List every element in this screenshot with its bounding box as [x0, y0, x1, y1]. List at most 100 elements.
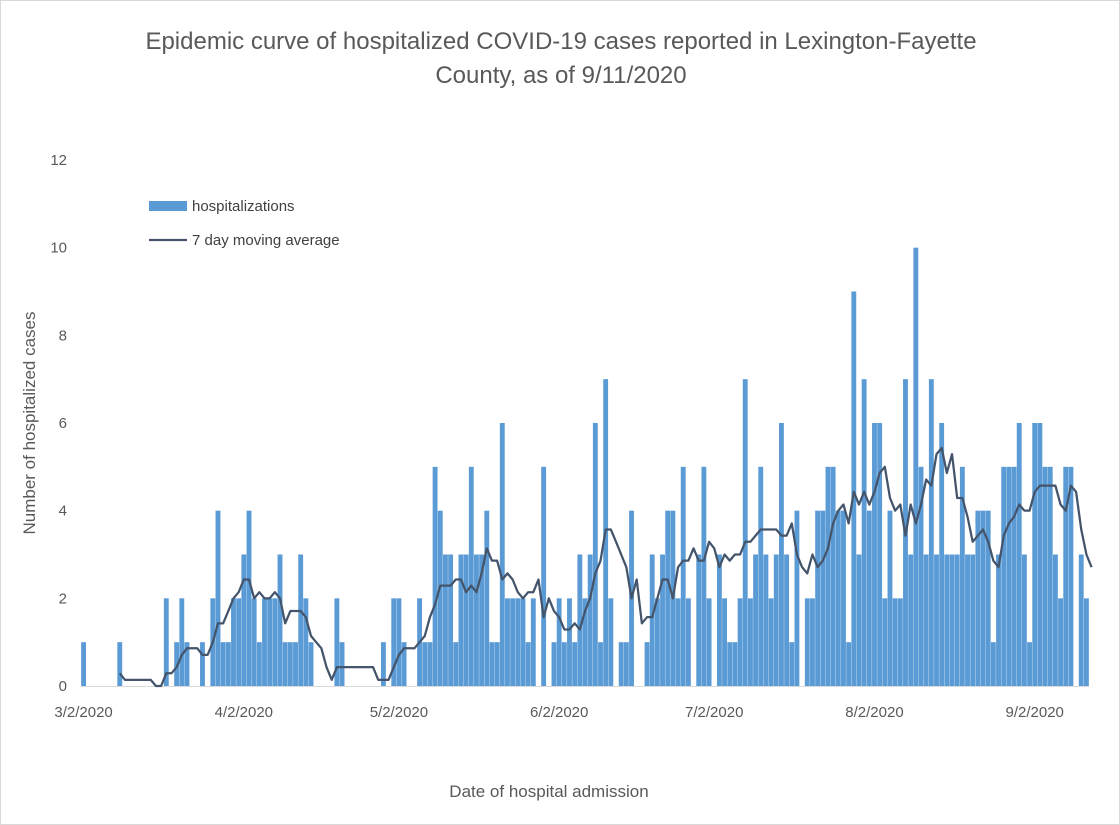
hospitalization-bar	[701, 466, 707, 686]
hospitalization-bar	[1042, 466, 1048, 686]
hospitalization-bar	[484, 510, 490, 686]
hospitalization-bar	[732, 642, 738, 686]
hospitalization-bar	[949, 554, 955, 686]
hospitalization-bar	[747, 598, 753, 686]
hospitalization-bar	[644, 642, 650, 686]
x-tick-label: 6/2/2020	[530, 704, 588, 721]
hospitalization-bar	[277, 554, 283, 686]
hospitalization-bar	[1032, 423, 1038, 686]
hospitalization-bar	[990, 642, 996, 686]
x-tick-label: 3/2/2020	[54, 704, 112, 721]
hospitalization-bar	[680, 466, 686, 686]
hospitalization-bar	[561, 642, 567, 686]
hospitalization-bar	[1058, 598, 1063, 686]
hospitalization-bar	[582, 598, 588, 686]
hospitalization-bar	[1001, 466, 1007, 686]
hospitalization-bar	[970, 554, 976, 686]
x-tick-label: 5/2/2020	[370, 704, 428, 721]
hospitalization-bar	[954, 554, 960, 686]
legend-label: hospitalizations	[192, 198, 295, 215]
hospitalization-bar	[753, 554, 759, 686]
hospitalization-bar	[618, 642, 624, 686]
hospitalization-bar	[685, 598, 691, 686]
hospitalization-bar	[541, 466, 547, 686]
hospitalization-bar	[758, 466, 764, 686]
hospitalization-bar	[928, 379, 934, 686]
hospitalization-bar	[525, 642, 531, 686]
legend-item-moving-average: 7 day moving average	[149, 232, 340, 249]
hospitalization-bar	[598, 642, 603, 686]
hospitalization-bar	[815, 510, 821, 686]
hospitalization-bar	[587, 554, 593, 686]
legend-item-hospitalizations: hospitalizations	[149, 198, 295, 215]
hospitalization-bar	[784, 554, 790, 686]
hospitalization-bar	[727, 642, 733, 686]
hospitalization-bar	[510, 598, 516, 686]
hospitalization-bar	[939, 423, 945, 686]
hospitalization-bar	[1006, 466, 1012, 686]
hospitalization-bar	[551, 642, 557, 686]
hospitalization-bar	[975, 510, 981, 686]
x-tick-labels: 3/2/2020 4/2/2020 5/2/2020 6/2/2020 7/2/2020…	[54, 704, 1064, 721]
hospitalization-bar	[448, 554, 454, 686]
hospitalization-bar	[236, 598, 242, 686]
hospitalization-bar	[623, 642, 629, 686]
hospitalization-bar	[556, 598, 562, 686]
hospitalization-bar	[856, 554, 862, 686]
hospitalization-bar	[841, 510, 846, 686]
hospitalization-bar	[262, 598, 267, 686]
hospitalization-bar	[913, 247, 919, 687]
legend-label: 7 day moving average	[192, 232, 340, 249]
hospitalization-bar	[965, 554, 970, 686]
hospitalization-bar	[696, 554, 702, 686]
hospitalization-bar	[220, 642, 226, 686]
hospitalization-bar	[179, 598, 185, 686]
hospitalization-bar	[499, 423, 505, 686]
hospitalization-bar	[882, 598, 888, 686]
hospitalization-bar	[1078, 554, 1084, 686]
hospitalization-bar	[660, 554, 665, 686]
x-tick-label: 9/2/2020	[1006, 704, 1064, 721]
hospitalization-bar	[334, 598, 340, 686]
hospitalization-bar	[1068, 466, 1074, 686]
hospitalization-bar	[272, 598, 278, 686]
y-tick-label: 2	[59, 590, 67, 607]
hospitalization-bar	[846, 642, 852, 686]
hospitalization-bar	[308, 642, 314, 686]
hospitalization-bar	[293, 642, 298, 686]
hospitalization-bar	[422, 642, 428, 686]
hospitalization-bar	[287, 642, 293, 686]
x-tick-label: 4/2/2020	[215, 704, 273, 721]
hospitalization-bar	[810, 598, 815, 686]
y-tick-label: 6	[59, 415, 67, 432]
hospitalization-bar	[706, 598, 712, 686]
hospitalization-bar	[908, 554, 914, 686]
hospitalization-bar	[737, 598, 743, 686]
hospitalization-bar	[81, 642, 87, 686]
hospitalization-bar	[282, 642, 288, 686]
hospitalization-bar	[825, 466, 831, 686]
hospitalization-bar	[835, 510, 841, 686]
hospitalization-bar	[897, 598, 903, 686]
hospitalization-bar	[267, 598, 273, 686]
chart-title: Epidemic curve of hospitalized COVID-19 …	[1, 25, 1120, 93]
hospitalization-bar	[174, 642, 180, 686]
hospitalization-bar	[722, 598, 727, 686]
bars-layer	[81, 247, 1089, 687]
hospitalization-bar	[959, 466, 965, 686]
hospitalization-bar	[303, 598, 309, 686]
y-tick-label: 12	[50, 152, 67, 169]
hospitalization-bar	[256, 642, 262, 686]
moving-average-line	[118, 446, 1093, 688]
hospitalization-bar	[742, 379, 748, 686]
hospitalization-bar	[401, 642, 407, 686]
y-tick-label: 8	[59, 327, 67, 344]
x-axis-label: Date of hospital admission	[449, 782, 649, 801]
chart-title-line-1: Epidemic curve of hospitalized COVID-19 …	[145, 28, 977, 55]
hospitalization-bar	[567, 598, 572, 686]
hospitalization-bar	[887, 510, 893, 686]
hospitalization-bar	[225, 642, 231, 686]
hospitalization-bar	[339, 642, 345, 686]
